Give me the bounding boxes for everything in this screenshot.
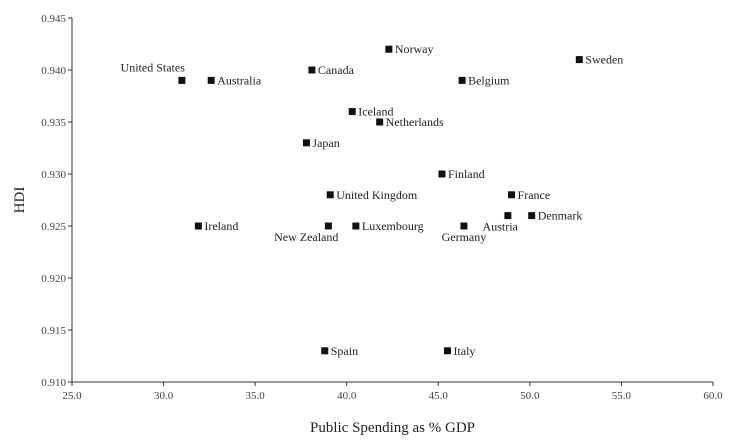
x-tick-label: 25.0: [62, 390, 82, 402]
point-label-united-kingdom: United Kingdom: [336, 188, 418, 202]
point-marker-luxembourg: [352, 222, 360, 230]
point-marker-germany: [460, 222, 468, 230]
point-marker-austria: [504, 212, 512, 220]
y-axis-ticks: 0.910 0.915 0.920 0.925 0.930 0.935 0.940 0.945: [41, 13, 72, 389]
y-tick-label: 0.945: [41, 13, 66, 25]
x-tick-label: 35.0: [246, 390, 266, 402]
point-label-united-states: United States: [121, 60, 186, 74]
point-marker-france: [508, 191, 516, 199]
point-label-denmark: Denmark: [538, 209, 583, 223]
point-label-australia: Australia: [217, 73, 262, 87]
point-label-iceland: Iceland: [358, 105, 393, 119]
point-label-canada: Canada: [318, 63, 355, 77]
data-points: United States Australia Canada Norway Sweden…: [121, 42, 624, 358]
point-label-japan: Japan: [312, 136, 339, 150]
point-label-spain: Spain: [331, 344, 358, 358]
y-axis-label: HDI: [12, 187, 28, 214]
point-label-italy: Italy: [453, 344, 475, 358]
point-label-finland: Finland: [448, 167, 485, 181]
x-tick-label: 40.0: [337, 390, 357, 402]
y-tick-label: 0.930: [41, 169, 66, 181]
x-tick-label: 30.0: [154, 390, 174, 402]
point-marker-belgium: [458, 76, 466, 84]
point-marker-spain: [321, 347, 329, 355]
point-marker-italy: [443, 347, 451, 355]
point-label-france: France: [518, 188, 551, 202]
y-tick-label: 0.925: [41, 221, 66, 233]
point-marker-netherlands: [376, 118, 384, 126]
axes: [71, 18, 713, 383]
y-tick-label: 0.915: [41, 325, 66, 337]
point-marker-iceland: [348, 108, 356, 116]
point-label-luxembourg: Luxembourg: [362, 219, 424, 233]
point-label-belgium: Belgium: [468, 73, 510, 87]
y-tick-label: 0.935: [41, 117, 66, 129]
point-marker-new-zealand: [324, 222, 332, 230]
point-marker-canada: [308, 66, 316, 74]
x-tick-label: 50.0: [520, 390, 540, 402]
point-marker-finland: [438, 170, 446, 178]
point-marker-norway: [385, 45, 393, 53]
point-marker-sweden: [575, 56, 583, 64]
point-marker-united-states: [178, 76, 186, 84]
y-tick-label: 0.920: [41, 273, 66, 285]
point-marker-japan: [302, 139, 310, 147]
point-label-sweden: Sweden: [585, 53, 623, 67]
x-axis-ticks: 25.0 30.0 35.0 40.0 45.0 50.0 55.0 60.0: [62, 382, 723, 402]
point-marker-denmark: [528, 212, 536, 220]
point-marker-ireland: [194, 222, 202, 230]
point-label-germany: Germany: [442, 230, 487, 244]
point-label-austria: Austria: [483, 220, 519, 234]
point-label-new-zealand: New Zealand: [274, 230, 338, 244]
x-axis-label: Public Spending as % GDP: [310, 420, 475, 436]
point-label-ireland: Ireland: [204, 219, 238, 233]
point-marker-united-kingdom: [326, 191, 334, 199]
point-label-netherlands: Netherlands: [386, 115, 444, 129]
y-tick-label: 0.940: [41, 65, 66, 77]
x-tick-label: 55.0: [612, 390, 632, 402]
y-tick-label: 0.910: [41, 377, 66, 389]
point-label-norway: Norway: [395, 42, 434, 56]
point-marker-australia: [207, 76, 215, 84]
x-tick-label: 60.0: [703, 390, 723, 402]
x-tick-label: 45.0: [429, 390, 449, 402]
